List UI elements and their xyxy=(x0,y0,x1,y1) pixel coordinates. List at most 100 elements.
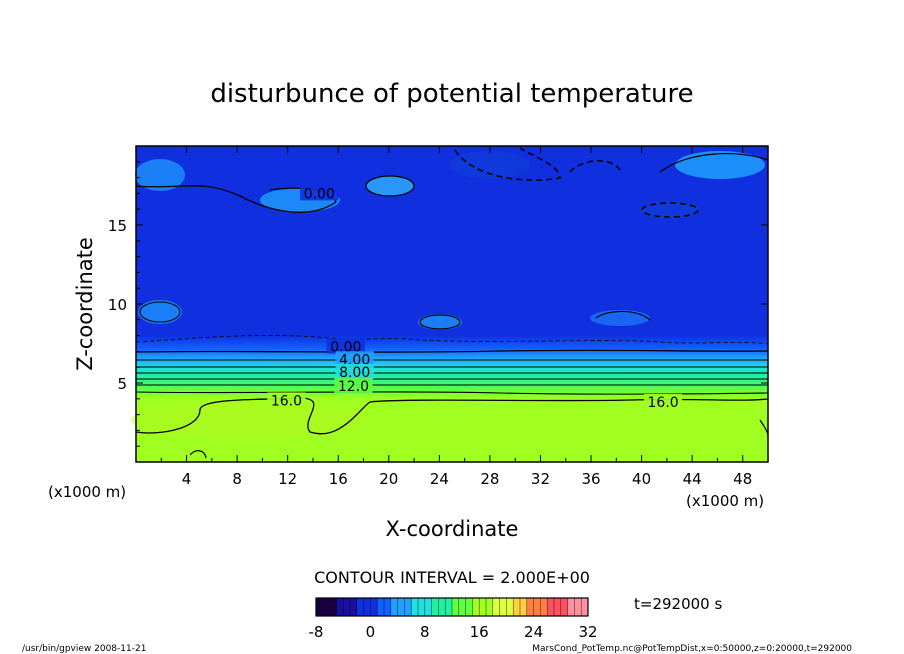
colorbar-swatch xyxy=(404,598,412,616)
footer-left: /usr/bin/gpview 2008-11-21 xyxy=(22,644,146,654)
colorbar-swatch xyxy=(370,598,378,616)
colorbar-swatch xyxy=(363,598,371,616)
chart-title: disturbunce of potential temperature xyxy=(210,79,693,109)
contour-line xyxy=(135,397,769,435)
colorbar-swatch xyxy=(411,598,419,616)
x-tick-label: 4 xyxy=(182,470,192,488)
colorbar-tick-label: 8 xyxy=(420,623,430,641)
colorbar: -8 0 8 16 24 32 xyxy=(309,597,598,641)
footer-right: MarsCond_PotTemp.nc@PotTempDist,x=0:5000… xyxy=(532,644,852,654)
colorbar-swatch xyxy=(479,598,487,616)
contour-line xyxy=(659,153,769,173)
colorbar-swatch xyxy=(540,598,548,616)
colorbar-swatch xyxy=(452,598,460,616)
colorbar-swatch xyxy=(486,598,494,616)
contour-line xyxy=(135,335,769,345)
contour-label-bg xyxy=(335,363,374,379)
contour-label: 8.00 xyxy=(339,365,370,381)
y-tick-label: 5 xyxy=(117,375,127,393)
colorbar-swatch xyxy=(336,598,344,616)
colorbar-swatch xyxy=(533,598,541,616)
colorbar-swatch xyxy=(547,598,555,616)
y-axis-title: Z-coordinate xyxy=(73,237,97,371)
contour-line-negative xyxy=(569,159,621,173)
x-tick-label: 28 xyxy=(480,470,499,488)
contour-line xyxy=(595,310,651,321)
colorbar-swatch xyxy=(465,598,473,616)
colorbar-swatch xyxy=(350,598,358,616)
colorbar-swatch xyxy=(329,598,337,616)
x-tick-label: 24 xyxy=(430,470,449,488)
x-tick-label: 16 xyxy=(329,470,348,488)
contour-label: 16.0 xyxy=(648,395,679,411)
field-features xyxy=(130,151,765,438)
feature-blob xyxy=(675,151,765,179)
x-tick-label: 20 xyxy=(379,470,398,488)
colorbar-swatch xyxy=(445,598,453,616)
colorbar-swatch xyxy=(567,598,575,616)
colorbar-swatch xyxy=(431,598,439,616)
x-tick-label: 40 xyxy=(632,470,651,488)
colorbar-swatch xyxy=(520,598,528,616)
colorbar-swatch xyxy=(581,598,589,616)
contour-line xyxy=(419,314,461,330)
colorbar-swatch xyxy=(438,598,446,616)
colorbar-swatch xyxy=(384,598,392,616)
colorbar-swatch xyxy=(424,598,432,616)
contour-interval-label: CONTOUR INTERVAL = 2.000E+00 xyxy=(314,568,590,587)
contour-line xyxy=(189,450,207,459)
colorbar-swatch xyxy=(492,598,500,616)
field-background xyxy=(136,146,768,462)
x-unit-label: (x1000 m) xyxy=(686,492,764,510)
colorbar-swatch xyxy=(472,598,480,616)
contour-label-bg xyxy=(643,393,683,409)
colorbar-swatch xyxy=(458,598,466,616)
colorbar-swatch xyxy=(506,598,514,616)
x-tick-label: 32 xyxy=(531,470,550,488)
contour-label-bg xyxy=(300,185,339,201)
colorbar-swatch xyxy=(418,598,426,616)
contour-line xyxy=(135,391,769,395)
colorbar-swatch xyxy=(560,598,568,616)
x-tick-label: 44 xyxy=(683,470,702,488)
contour-line xyxy=(365,175,415,197)
contour-label-bg xyxy=(334,378,373,394)
colorbar-swatch xyxy=(356,598,364,616)
colorbar-swatch xyxy=(513,598,521,616)
colorbar-frame xyxy=(315,597,589,617)
contour-line xyxy=(139,301,181,323)
colorbar-tick-label: 24 xyxy=(524,623,543,641)
x-tick-label: 12 xyxy=(278,470,297,488)
colorbar-tick-label: 0 xyxy=(366,623,376,641)
contour-lines xyxy=(135,147,769,459)
z-unit-label: (x1000 m) xyxy=(48,483,126,501)
x-tick-label: 8 xyxy=(232,470,242,488)
colorbar-swatch xyxy=(316,598,324,616)
feature-blob xyxy=(135,159,185,191)
colorbar-tick-label: 16 xyxy=(470,623,489,641)
contour-line-negative xyxy=(454,147,561,181)
contour-label-bg xyxy=(267,392,306,408)
contour-line xyxy=(135,349,769,353)
colorbar-tick-label: 32 xyxy=(578,623,597,641)
feature-blob xyxy=(450,151,530,179)
colorbar-swatch xyxy=(574,598,582,616)
contour-label: 16.0 xyxy=(271,393,302,409)
contour-label: 0.00 xyxy=(304,186,335,202)
colorbar-swatch xyxy=(499,598,507,616)
y-tick-label: 15 xyxy=(108,217,127,235)
x-axis-title: X-coordinate xyxy=(386,517,519,541)
colorbar-swatch xyxy=(390,598,398,616)
colorbar-swatch xyxy=(322,598,330,616)
feature-blob xyxy=(138,300,182,324)
feature-blob xyxy=(640,201,700,219)
feature-blob xyxy=(590,310,650,326)
x-axis: 4 8 12 16 20 24 28 32 36 40 44 48 xyxy=(160,146,752,488)
x-tick-label: 36 xyxy=(581,470,600,488)
contour-label-bg xyxy=(335,351,374,367)
feature-blob xyxy=(418,314,462,330)
colorbar-tick-label: -8 xyxy=(309,623,324,641)
feature-blob xyxy=(366,176,414,196)
